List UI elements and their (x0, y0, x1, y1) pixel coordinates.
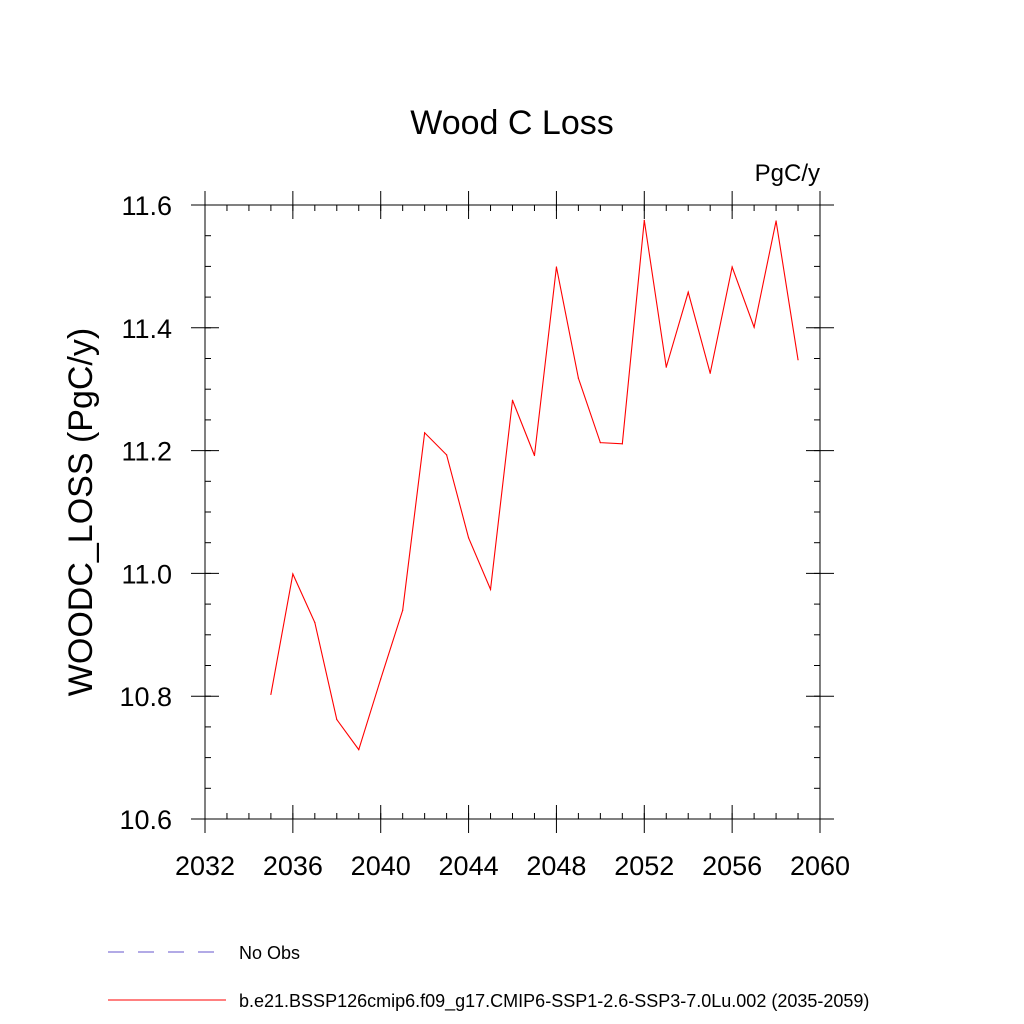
data-point (775, 220, 777, 222)
chart-title: Wood C Loss (410, 104, 613, 142)
data-point (336, 718, 338, 721)
plot-frame (204, 204, 821, 820)
legend: No Obs b.e21.BSSP126cmip6.f09_g17.CMIP6-S… (108, 943, 869, 1012)
data-point (380, 678, 382, 680)
data-point (314, 621, 316, 624)
x-tick-label: 2048 (526, 851, 586, 881)
data-point (577, 377, 579, 379)
data-point (511, 399, 514, 401)
data-point (292, 573, 294, 575)
x-tick-label: 2056 (702, 851, 762, 881)
data-point (358, 749, 360, 751)
data-point (621, 443, 623, 445)
data-point (797, 359, 799, 361)
data-point (270, 693, 272, 695)
data-point (599, 442, 601, 444)
data-point (424, 432, 426, 434)
data-point (665, 366, 667, 368)
legend-label: No Obs (239, 943, 300, 963)
data-point (533, 454, 536, 457)
series-layer (270, 219, 799, 751)
units-label: PgC/y (755, 160, 820, 187)
x-tick-label: 2060 (790, 851, 850, 881)
data-point (467, 537, 470, 539)
data-point (731, 266, 733, 268)
data-point (446, 454, 448, 456)
y-axis-title: WOODC_LOSS (PgC/y) (62, 328, 100, 696)
y-tick-label: 10.8 (119, 682, 172, 712)
data-point (555, 266, 558, 268)
data-point (687, 291, 689, 293)
x-tick-label: 2052 (614, 851, 674, 881)
data-point (489, 588, 492, 590)
x-tick-label: 2032 (175, 851, 235, 881)
series-line (270, 220, 799, 751)
x-tick-label: 2036 (263, 851, 323, 881)
y-tick-label: 11.4 (121, 314, 172, 344)
data-point (402, 609, 404, 611)
x-tick-label: 2044 (439, 851, 499, 881)
data-point (709, 372, 711, 374)
y-tick-label: 11.6 (121, 191, 172, 221)
y-tick-label: 11.2 (121, 437, 172, 467)
axes: 2032 2036 2040 2044 2048 2052 2056 2060 10.6 10.8… (119, 191, 850, 881)
x-tick-label: 2040 (351, 851, 411, 881)
y-tick-label: 10.6 (119, 805, 172, 835)
y-tick-label: 11.0 (121, 559, 172, 589)
data-point (753, 326, 755, 328)
legend-label: b.e21.BSSP126cmip6.f09_g17.CMIP6-SSP1-2.… (239, 991, 869, 1012)
data-point (643, 219, 645, 221)
